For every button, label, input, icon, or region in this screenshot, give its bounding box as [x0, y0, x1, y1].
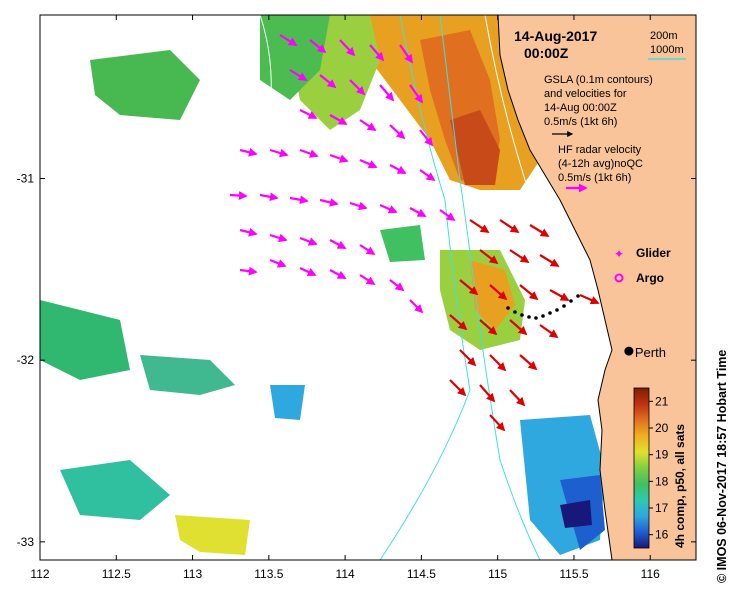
x-tick-label: 112 — [30, 567, 49, 581]
argo-legend-icon — [614, 273, 624, 283]
x-tick-label: 113 — [183, 567, 202, 581]
y-tick-label: -31 — [17, 172, 35, 186]
x-tick-label: 115.5 — [559, 567, 588, 581]
contour-legend-200: 200m — [650, 30, 678, 42]
x-tick-label: 113.5 — [254, 567, 283, 581]
colorbar-label: 4h comp, p50, all sats — [673, 424, 687, 548]
hf-radar-arrows — [229, 34, 456, 314]
contour-legend-1000: 1000m — [650, 44, 684, 56]
gsla-arrows — [449, 219, 600, 432]
title-date: 14-Aug-2017 — [514, 28, 597, 44]
gsla-note-line2: and velocities for — [544, 88, 627, 100]
colorbar: 21 20 19 18 17 16 4h comp, p50, all sats — [633, 387, 687, 549]
colorbar-tick-label: 19 — [655, 448, 669, 462]
x-tick-label: 114 — [336, 567, 355, 581]
y-tick-label: -33 — [17, 535, 35, 549]
colorbar-tick-label: 21 — [655, 394, 669, 408]
x-tick-label: 114.5 — [407, 567, 436, 581]
plot-frame — [39, 14, 697, 561]
colorbar-tick-label: 20 — [655, 421, 669, 435]
credit-text: © IMOS 06-Nov-2017 18:57 Hobart Time — [715, 350, 729, 583]
glider-track — [506, 294, 580, 320]
x-tick-label: 116 — [641, 567, 660, 581]
colorbar-tick-label: 18 — [655, 474, 669, 488]
title-time: 00:00Z — [524, 45, 569, 61]
contours — [259, 15, 586, 560]
sst-patches — [40, 15, 605, 555]
gsla-note-line1: GSLA (0.1m contours) — [544, 74, 653, 86]
y-axis: -31 -32 -33 — [17, 172, 696, 549]
perth-marker — [624, 346, 634, 356]
x-tick-label: 112.5 — [102, 567, 131, 581]
colorbar-tick-label: 17 — [655, 501, 669, 515]
gsla-note-scale: 0.5m/s (1kt 6h) — [544, 116, 617, 128]
glider-legend-label: Glider — [636, 246, 671, 260]
hf-note-line2: (4-12h avg)noQC — [558, 158, 643, 170]
perth-label: Perth — [635, 345, 666, 360]
hf-note-line1: HF radar velocity — [558, 144, 642, 156]
x-tick-label: 115 — [488, 567, 507, 581]
y-tick-label: -32 — [17, 353, 35, 367]
colorbar-tick-label: 16 — [655, 528, 669, 542]
colorbar-gradient — [633, 387, 650, 549]
gsla-note-line3: 14-Aug 00:00Z — [544, 102, 617, 114]
glider-legend-icon: ✦ — [614, 247, 624, 261]
x-axis: 112 112.5 113 113.5 114 114.5 115 115.5 116 — [30, 15, 660, 581]
argo-legend-label: Argo — [636, 271, 664, 285]
hf-note-scale: 0.5m/s (1kt 6h) — [558, 172, 631, 184]
